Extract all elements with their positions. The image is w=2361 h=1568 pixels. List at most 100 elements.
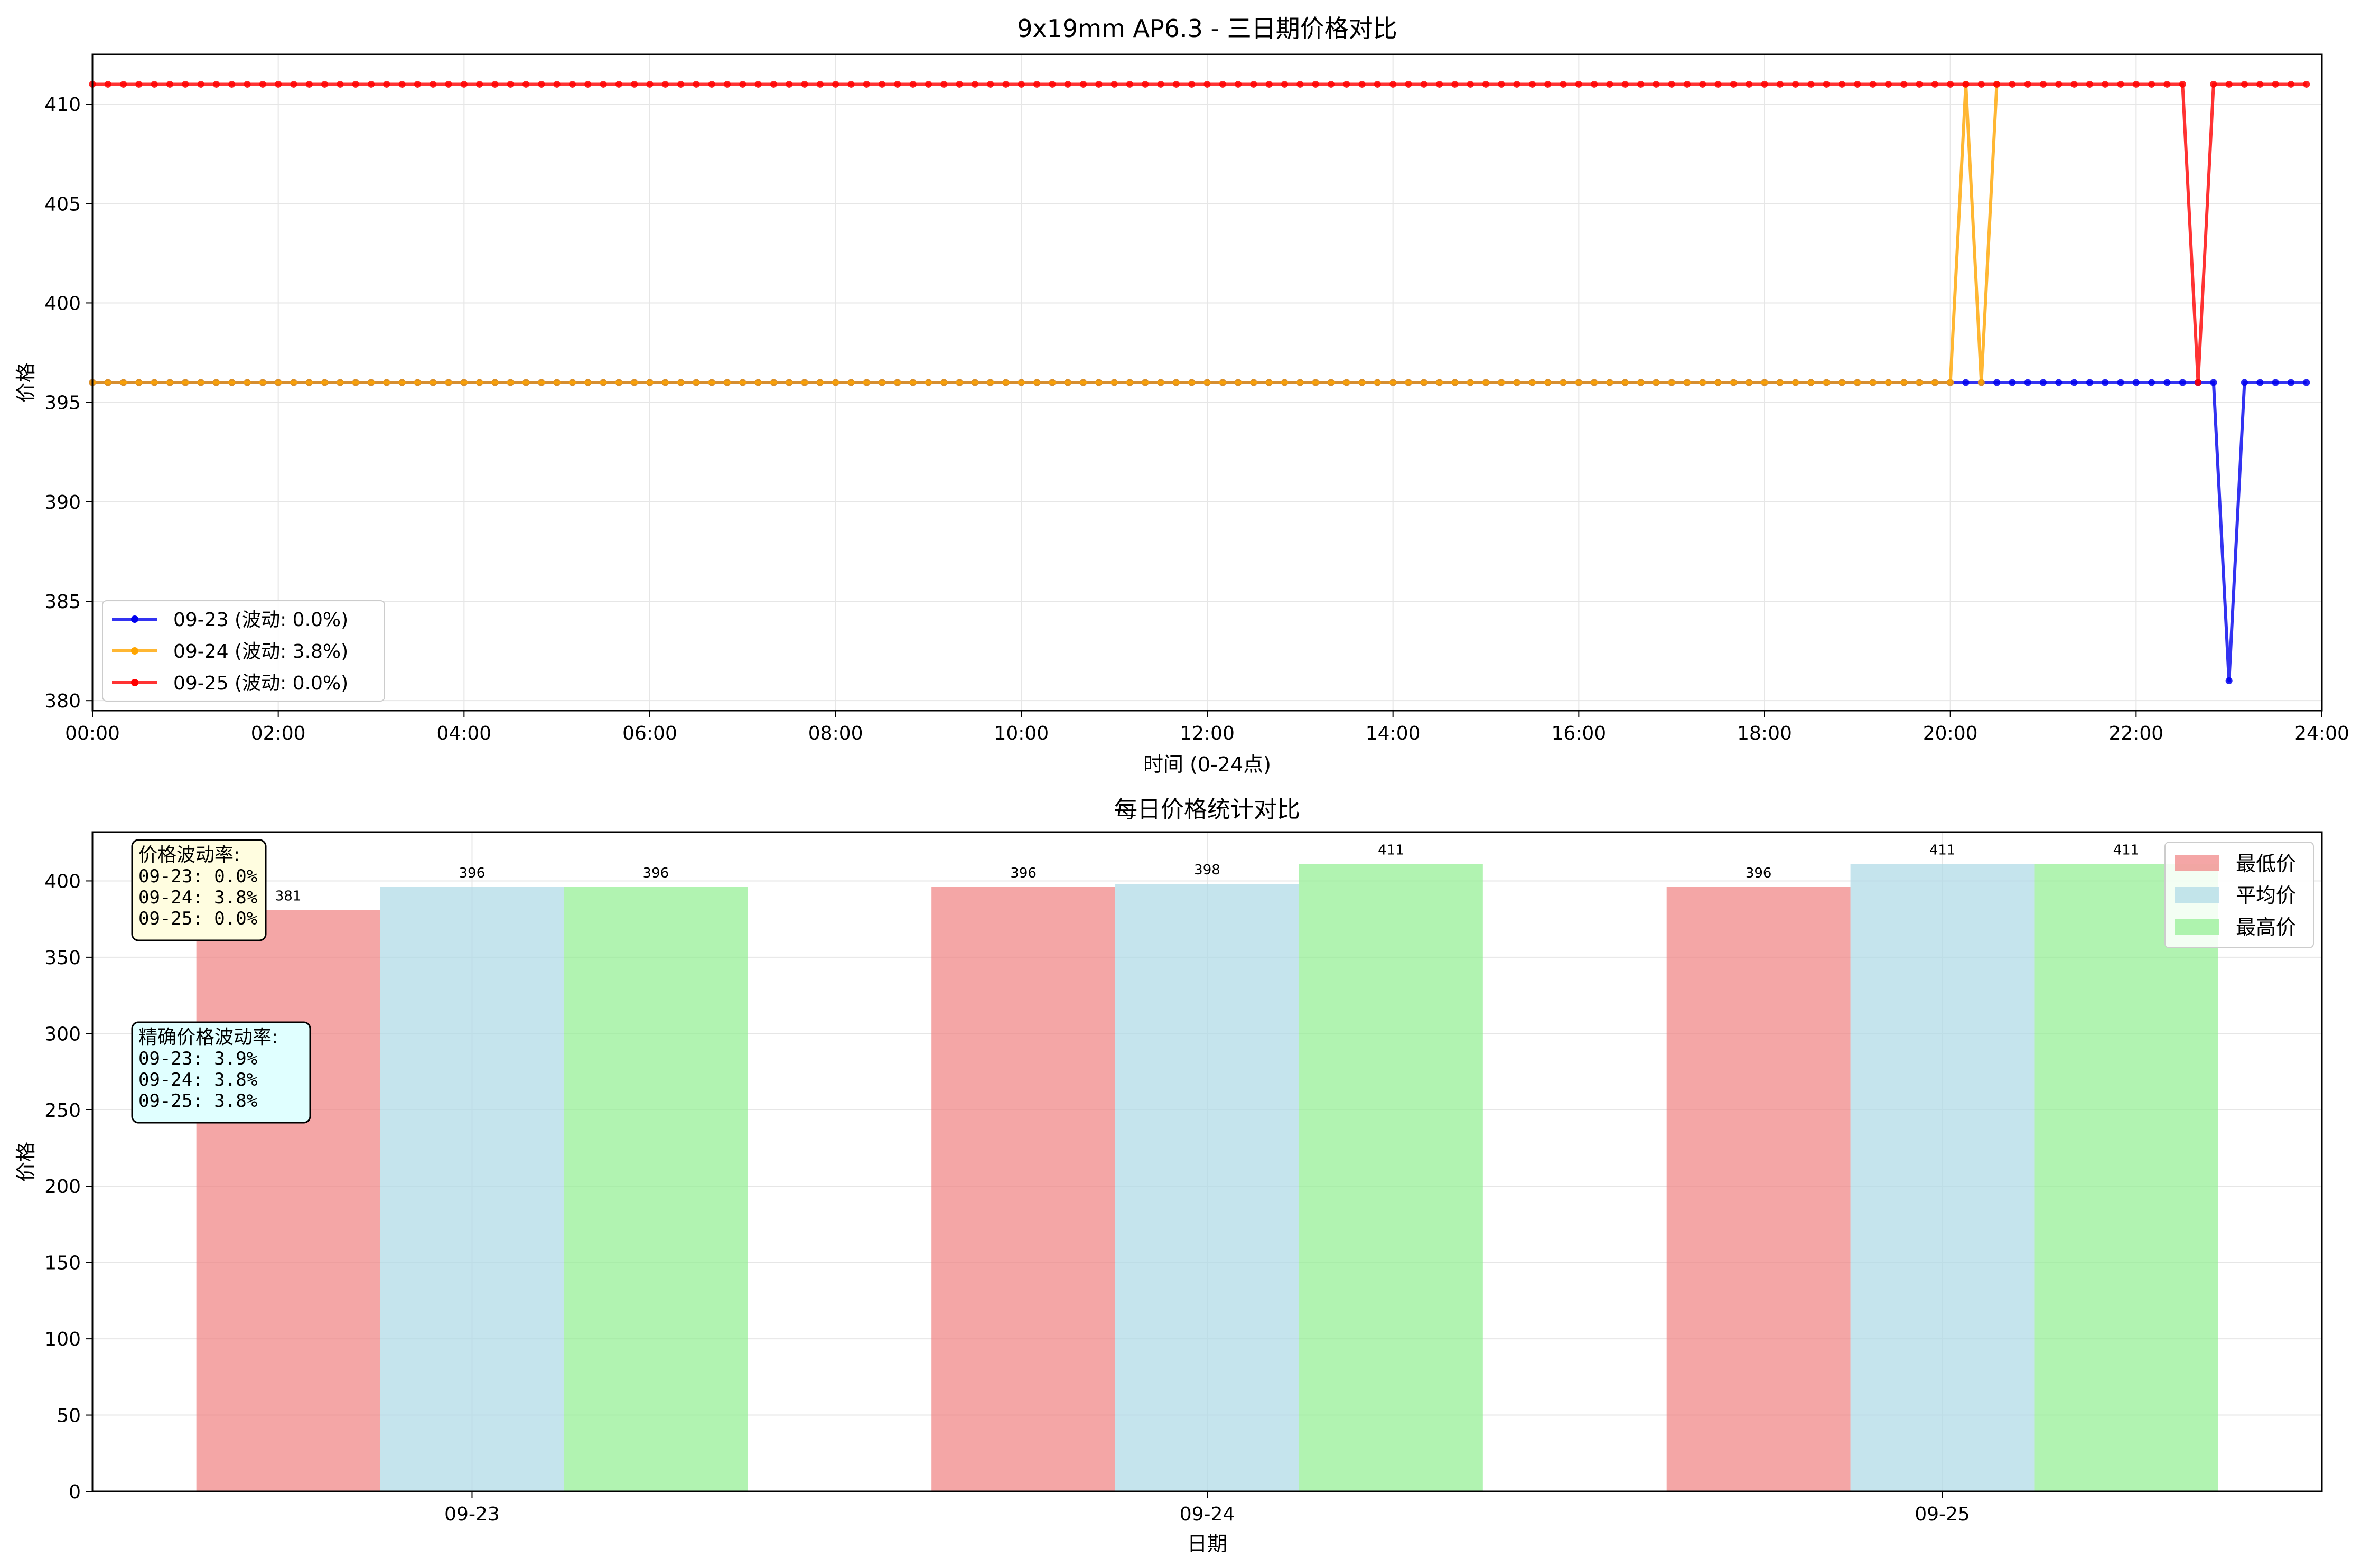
- line-chart-point: [305, 80, 313, 88]
- line-chart-point: [1714, 379, 1722, 386]
- bar-最高价: [564, 887, 748, 1491]
- annotation-line: 09-25: 0.0%: [138, 908, 257, 929]
- line-chart-point: [801, 379, 808, 386]
- line-chart-point: [2225, 80, 2233, 88]
- line-chart-point: [2132, 80, 2140, 88]
- line-chart-legend-label: 09-24 (波动: 3.8%): [173, 641, 348, 662]
- bar-chart-y-tick-label: 250: [44, 1100, 81, 1122]
- line-chart-point: [368, 80, 375, 88]
- line-chart-point: [1776, 379, 1784, 386]
- line-chart-point: [321, 80, 329, 88]
- line-chart-point: [1157, 379, 1164, 386]
- line-chart-point: [1560, 379, 1567, 386]
- line-chart-point: [1606, 379, 1613, 386]
- line-chart-legend: 09-23 (波动: 0.0%) 09-24 (波动: 3.8%) 09-25 (波…: [102, 600, 385, 702]
- line-chart-point: [135, 80, 143, 88]
- line-chart-point: [2040, 80, 2047, 88]
- line-chart-point: [1591, 80, 1598, 88]
- line-chart-series-0: [89, 379, 2310, 685]
- line-chart-point: [1405, 80, 1412, 88]
- line-chart-point: [1621, 379, 1629, 386]
- line-chart-point: [1823, 80, 1830, 88]
- line-chart-y-tick-label: 385: [44, 591, 81, 613]
- line-chart-point: [1235, 80, 1242, 88]
- line-chart-point: [290, 379, 297, 386]
- line-chart-point: [1250, 379, 1257, 386]
- line-chart-point: [1823, 379, 1830, 386]
- line-chart-point: [677, 379, 685, 386]
- line-chart-point: [337, 379, 344, 386]
- line-chart-point: [2287, 379, 2294, 386]
- line-chart-point: [2210, 379, 2217, 386]
- line-chart-point: [2163, 80, 2171, 88]
- line-chart-point: [568, 379, 576, 386]
- line-chart-point: [786, 379, 793, 386]
- line-chart-point: [1002, 379, 1010, 386]
- line-chart-point: [1142, 379, 1149, 386]
- line-chart-point: [1219, 379, 1226, 386]
- line-chart-point: [1621, 80, 1629, 88]
- line-chart-point: [352, 379, 359, 386]
- bar-chart: 每日价格统计对比 381 396 396 396 398 411 396 411 411 09-…: [14, 796, 2323, 1555]
- line-chart-point: [1637, 80, 1645, 88]
- line-chart-legend-marker: [131, 615, 138, 623]
- line-chart-point: [445, 80, 452, 88]
- line-chart-point: [754, 379, 762, 386]
- line-chart-point: [1498, 80, 1505, 88]
- line-chart-point: [1188, 379, 1196, 386]
- line-chart-point: [1884, 379, 1892, 386]
- line-chart-point: [2117, 80, 2124, 88]
- line-chart-x-ticks: 00:00 02:00 04:00 06:00 08:00 10:00 12:00 14:00…: [65, 711, 2349, 744]
- line-chart-point: [430, 80, 437, 88]
- line-chart-point: [1699, 379, 1706, 386]
- line-chart-point: [1714, 80, 1722, 88]
- line-chart-point: [212, 379, 220, 386]
- line-chart-point: [1358, 379, 1366, 386]
- bar-chart-annotations: 价格波动率:09-23: 0.0%09-24: 3.8%09-25: 0.0%精…: [131, 839, 311, 1124]
- line-chart-point: [1219, 80, 1226, 88]
- bar-chart-legend-swatch: [2175, 919, 2219, 935]
- line-chart-point: [1327, 80, 1335, 88]
- line-chart-point: [2179, 80, 2186, 88]
- line-chart-point: [1528, 379, 1536, 386]
- line-chart-legend-label: 09-25 (波动: 0.0%): [173, 673, 348, 694]
- line-chart-point: [1080, 379, 1087, 386]
- line-chart-point: [398, 80, 406, 88]
- line-chart-series: [89, 80, 2310, 685]
- bar-value-label: 411: [1929, 843, 1956, 858]
- line-chart-point: [1203, 80, 1211, 88]
- bar-平均价: [1850, 864, 2035, 1491]
- line-chart-point: [940, 379, 948, 386]
- line-chart-point: [151, 379, 158, 386]
- line-chart-point: [1792, 80, 1799, 88]
- line-chart-series-1: [89, 80, 2001, 386]
- line-chart-point: [197, 379, 204, 386]
- line-chart-point: [135, 379, 143, 386]
- line-chart: 9x19mm AP6.3 - 三日期价格对比 00:00 02:00 04:00 06…: [14, 14, 2349, 776]
- line-chart-point: [646, 80, 654, 88]
- line-chart-point: [615, 80, 622, 88]
- annotation-line: 09-24: 3.8%: [138, 1069, 257, 1090]
- line-chart-point: [724, 379, 731, 386]
- line-chart-point: [1296, 379, 1304, 386]
- line-chart-point: [1962, 80, 1970, 88]
- line-chart-point: [1482, 379, 1489, 386]
- line-chart-point: [646, 379, 654, 386]
- line-chart-point: [553, 379, 561, 386]
- line-chart-legend-marker: [131, 679, 138, 686]
- line-chart-point: [228, 80, 236, 88]
- line-chart-point: [1668, 80, 1675, 88]
- line-chart-point: [337, 80, 344, 88]
- line-chart-y-tick-label: 410: [44, 94, 81, 116]
- line-chart-point: [1746, 379, 1753, 386]
- line-chart-point: [693, 379, 700, 386]
- line-chart-point: [398, 379, 406, 386]
- line-chart-x-tick-label: 00:00: [65, 723, 120, 744]
- line-chart-x-tick-label: 06:00: [622, 723, 677, 744]
- line-chart-point: [1854, 80, 1861, 88]
- bar-value-label: 411: [2113, 843, 2140, 858]
- line-chart-point: [1931, 379, 1938, 386]
- line-chart-point: [770, 80, 777, 88]
- annotation-box: [131, 1021, 311, 1124]
